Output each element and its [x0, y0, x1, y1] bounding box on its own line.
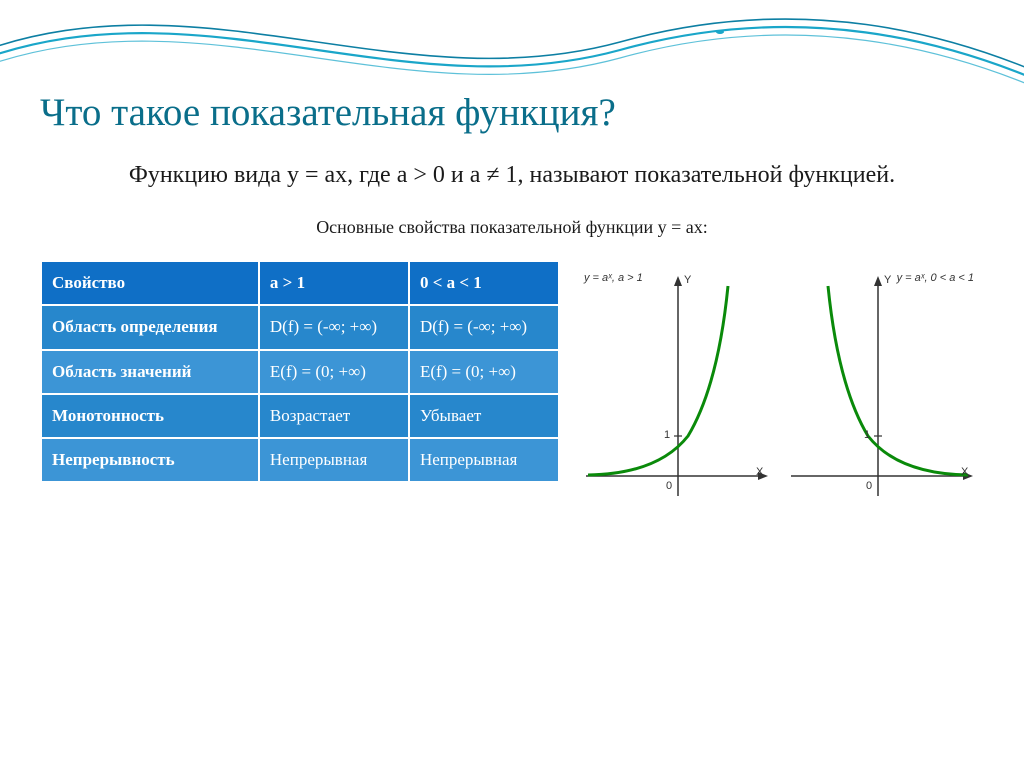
col-agt1: a > 1: [259, 261, 409, 305]
row-domain-alt1: D(f) = (-∞; +∞): [409, 305, 559, 349]
slide-title: Что такое показательная функция?: [40, 90, 984, 135]
row-cont-agt1: Непрерывная: [259, 438, 409, 482]
y-axis-label-left: Y: [684, 274, 691, 286]
row-domain-agt1: D(f) = (-∞; +∞): [259, 305, 409, 349]
row-cont-label: Непрерывность: [41, 438, 259, 482]
col-alt1: 0 < a < 1: [409, 261, 559, 305]
chart-svg-right: [783, 266, 978, 526]
tick-1-left: 1: [664, 429, 670, 441]
row-mono-label: Монотонность: [41, 394, 259, 438]
col-property: Свойство: [41, 261, 259, 305]
row-range-label: Область значений: [41, 350, 259, 394]
chart-right-formula: y = aˣ, 0 < a < 1: [897, 272, 974, 284]
subheading-text: Основные свойства показательной функции …: [40, 217, 984, 238]
tick-0-right: 0: [866, 480, 872, 492]
row-mono-alt1: Убывает: [409, 394, 559, 438]
chart-a-gt-1: y = aˣ, a > 1 Y X 1 0: [578, 266, 773, 526]
chart-left-formula: y = aˣ, a > 1: [584, 272, 643, 284]
definition-text: Функцию вида y = ax, где a > 0 и a ≠ 1, …: [100, 159, 924, 191]
y-axis-label-right: Y: [884, 274, 891, 286]
row-range-alt1: E(f) = (0; +∞): [409, 350, 559, 394]
tick-0-left: 0: [666, 480, 672, 492]
curve-right: [828, 286, 968, 475]
x-axis-label-right: X: [961, 466, 968, 478]
x-axis-label-left: X: [756, 466, 763, 478]
row-cont-alt1: Непрерывная: [409, 438, 559, 482]
curve-left: [588, 286, 728, 475]
row-range-agt1: E(f) = (0; +∞): [259, 350, 409, 394]
row-mono-agt1: Возрастает: [259, 394, 409, 438]
chart-svg-left: [578, 266, 773, 526]
row-domain-label: Область определения: [41, 305, 259, 349]
tick-1-right: 1: [864, 429, 870, 441]
chart-a-lt-1: y = aˣ, 0 < a < 1 Y X 1 0: [783, 266, 978, 526]
properties-table: Свойство a > 1 0 < a < 1 Область определ…: [40, 260, 560, 482]
